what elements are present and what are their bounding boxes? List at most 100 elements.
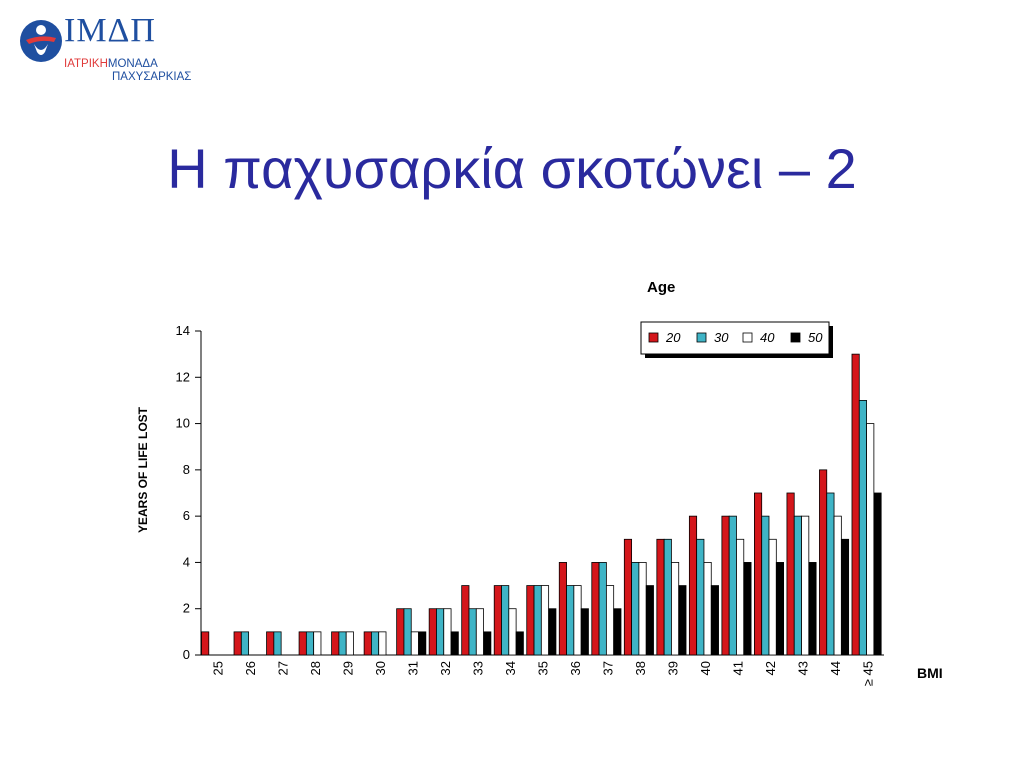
bar-30-9 <box>501 585 510 656</box>
x-tick-label: 29 <box>340 661 355 675</box>
x-tick-label: 28 <box>308 661 323 675</box>
bar-30-10 <box>533 585 542 656</box>
bar-20-18 <box>786 492 795 656</box>
bar-40-8 <box>475 608 484 656</box>
bar-20-6 <box>396 608 405 656</box>
x-tick-label: ≥ 45 <box>861 661 876 686</box>
legend-swatch-20 <box>648 332 659 343</box>
logo: ΙΜΔΠ ΙΑΤΡΙΚΗΜΟΝΑΔΑ ΠΑΧΥΣΑΡΚΙΑΣ <box>18 12 218 84</box>
bar-40-9 <box>508 608 517 656</box>
bar-40-7 <box>443 608 452 656</box>
bar-20-0 <box>201 631 210 656</box>
bar-40-12 <box>605 585 615 656</box>
x-tick-label: 41 <box>731 661 746 675</box>
logo-text-monada: ΜΟΝΑΔΑ <box>107 58 158 70</box>
bar-30-19 <box>826 492 835 656</box>
logo-text-line2: ΠΑΧΥΣΑΡΚΙΑΣ <box>112 71 192 83</box>
bar-50-20 <box>873 492 882 656</box>
bar-50-14 <box>678 585 687 656</box>
bar-30-6 <box>403 608 412 656</box>
bar-40-18 <box>801 515 810 656</box>
x-tick-label: 34 <box>503 661 518 675</box>
bar-20-5 <box>363 631 372 656</box>
bar-30-5 <box>371 631 380 656</box>
bar-20-2 <box>266 631 275 656</box>
bar-20-8 <box>461 585 470 656</box>
x-tick-label: 42 <box>763 661 778 675</box>
y-axis-title: YEARS OF LIFE LOST <box>136 406 150 534</box>
legend-label-30: 30 <box>714 330 729 345</box>
bar-30-17 <box>761 515 770 656</box>
bar-40-3 <box>313 631 322 656</box>
x-tick-label: 25 <box>210 661 225 675</box>
bar-50-12 <box>613 608 622 656</box>
bar-30-11 <box>566 585 575 656</box>
bar-20-1 <box>233 631 242 656</box>
bar-40-15 <box>703 562 712 656</box>
bar-50-7 <box>450 631 459 656</box>
bar-30-14 <box>663 538 672 656</box>
x-tick-label: 37 <box>601 661 616 675</box>
bar-50-10 <box>548 608 557 656</box>
legend-swatch-40 <box>742 332 753 343</box>
bar-40-17 <box>768 538 777 656</box>
bar-40-16 <box>736 538 745 656</box>
bar-40-11 <box>573 585 582 656</box>
y-tick-label: 4 <box>183 554 190 569</box>
page-title: Η παχυσαρκία σκοτώνει – 2 <box>167 137 857 200</box>
x-tick-label: 30 <box>373 661 388 675</box>
bar-20-3 <box>298 631 307 656</box>
x-tick-label: 26 <box>243 661 258 675</box>
x-axis-title: BMI <box>917 665 943 681</box>
bar-30-12 <box>598 562 607 656</box>
bar-20-11 <box>558 562 567 656</box>
y-tick-label: 2 <box>183 601 190 616</box>
bar-30-4 <box>338 631 347 656</box>
bar-50-8 <box>483 631 492 656</box>
bar-40-13 <box>638 562 647 656</box>
bar-40-20 <box>866 423 875 656</box>
bar-50-9 <box>515 631 524 656</box>
bar-40-5 <box>378 631 387 656</box>
legend-swatch-50 <box>790 332 801 343</box>
bar-20-13 <box>623 538 633 656</box>
legend-label-40: 40 <box>760 330 775 345</box>
bar-40-6 <box>410 631 419 656</box>
bar-40-14 <box>671 562 680 656</box>
bar-20-15 <box>688 515 698 656</box>
bar-20-19 <box>819 469 828 656</box>
bar-50-18 <box>808 562 817 656</box>
bar-20-9 <box>493 585 502 656</box>
x-tick-label: 40 <box>698 661 713 675</box>
logo-text-iatriki: ΙΑΤΡΙΚΗ <box>64 58 108 70</box>
x-tick-label: 39 <box>666 661 681 675</box>
bar-30-7 <box>436 608 445 656</box>
y-tick-label: 12 <box>176 369 190 384</box>
y-tick-label: 6 <box>183 508 190 523</box>
legend-label-20: 20 <box>665 330 681 345</box>
x-tick-label: 32 <box>438 661 453 675</box>
x-tick-label: 38 <box>633 661 648 675</box>
bar-40-10 <box>540 585 550 656</box>
bar-20-20 <box>851 353 860 656</box>
bar-40-4 <box>345 631 354 656</box>
y-tick-label: 14 <box>176 323 190 338</box>
bar-30-8 <box>468 608 477 656</box>
y-tick-label: 10 <box>176 416 190 431</box>
logo-figure-icon <box>20 20 62 62</box>
legend-swatch-30 <box>696 332 707 343</box>
x-tick-label: 35 <box>536 661 551 675</box>
y-tick-label: 8 <box>183 462 190 477</box>
bar-20-14 <box>656 538 665 656</box>
bar-30-15 <box>696 538 705 656</box>
bar-50-15 <box>710 585 719 656</box>
bar-30-20 <box>858 400 867 656</box>
bar-20-4 <box>331 631 340 656</box>
x-tick-label: 44 <box>828 661 843 675</box>
bar-30-3 <box>305 631 315 656</box>
bar-20-7 <box>428 608 437 656</box>
legend-title: Age <box>647 279 676 296</box>
logo-text-line1: ΙΑΤΡΙΚΗΜΟΝΑΔΑ <box>64 58 158 70</box>
bar-40-19 <box>833 515 842 656</box>
